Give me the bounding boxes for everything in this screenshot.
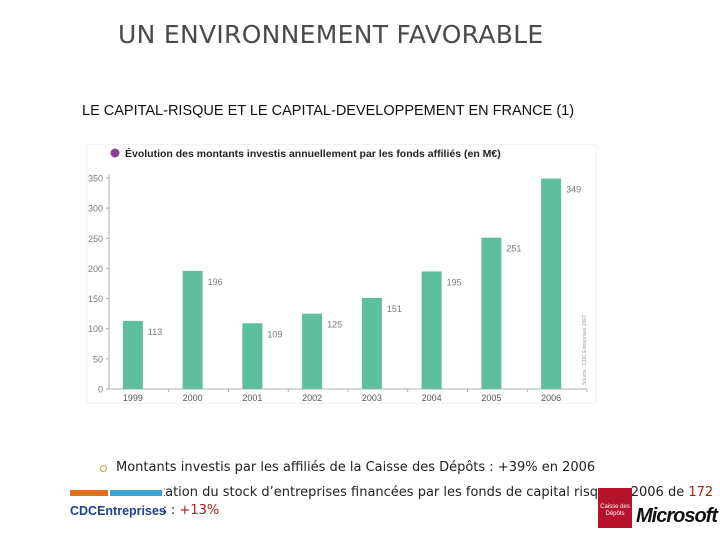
x-tick-label: 2001 xyxy=(242,393,262,403)
data-label: 349 xyxy=(566,185,581,195)
y-tick-label: 350 xyxy=(88,174,103,184)
bullet-growth-value: +13% xyxy=(179,503,220,518)
microsoft-logo: Microsoft xyxy=(636,505,718,527)
logo-stripe-blue xyxy=(110,490,162,496)
slide-title: UN ENVIRONNEMENT FAVORABLE xyxy=(118,20,544,49)
bar xyxy=(242,323,263,389)
x-tick-label: 2005 xyxy=(481,393,501,403)
y-tick-label: 50 xyxy=(93,354,103,364)
x-tick-label: 1999 xyxy=(123,393,143,403)
y-tick-label: 150 xyxy=(88,294,103,304)
bar xyxy=(481,237,502,389)
bullet-stock-suffix: n 2006 de xyxy=(618,485,689,500)
chart-title: Évolution des montants investis annuelle… xyxy=(125,147,501,160)
cdc-logo-text: CDCEntreprises xyxy=(70,504,166,518)
caisse-des-depots-logo: Caisse des Dépôts xyxy=(598,488,632,528)
x-tick-label: 2003 xyxy=(362,393,382,403)
bullet-growth: s : +13% xyxy=(160,503,219,518)
source-note: Source : CDC Entreprises 2007 xyxy=(582,315,588,385)
data-label: 125 xyxy=(327,320,342,330)
slide-subtitle: LE CAPITAL-RISQUE ET LE CAPITAL-DEVELOPP… xyxy=(82,103,575,119)
bullet-stock: tation du stock d’entreprises financées … xyxy=(160,485,713,500)
cdc-entreprises-logo: CDCEntreprises xyxy=(68,486,166,532)
data-label: 151 xyxy=(387,304,402,314)
caisse-logo-text: Caisse des Dépôts xyxy=(600,504,630,517)
logo-stripe-orange xyxy=(70,490,108,496)
chart-title-dot-icon xyxy=(110,148,120,158)
data-label: 113 xyxy=(148,327,162,337)
y-tick-label: 100 xyxy=(88,324,103,334)
bullet-investments: Montants investis par les affiliés de la… xyxy=(116,460,596,475)
data-label: 251 xyxy=(506,244,521,254)
x-tick-label: 2004 xyxy=(422,393,442,403)
y-tick-label: 300 xyxy=(88,204,103,214)
chart-container: Évolution des montants investis annuelle… xyxy=(87,145,595,403)
bar xyxy=(421,271,442,389)
y-tick-label: 0 xyxy=(98,385,103,395)
bar xyxy=(122,320,143,389)
bar-chart: Évolution des montants investis annuelle… xyxy=(88,147,588,403)
data-label: 196 xyxy=(208,277,223,287)
bullet-stock-prefix: tation du stock d’entreprises financées … xyxy=(160,485,619,500)
bar xyxy=(302,313,323,389)
data-label: 195 xyxy=(447,277,462,287)
bar xyxy=(361,297,382,389)
bullet-marker-icon xyxy=(100,465,107,472)
x-tick-label: 2006 xyxy=(541,393,561,403)
bar xyxy=(541,178,562,389)
y-tick-label: 250 xyxy=(88,234,103,244)
x-tick-label: 2000 xyxy=(183,393,203,403)
bullet-stock-value: 172 xyxy=(688,485,714,500)
y-tick-label: 200 xyxy=(88,264,103,274)
bar xyxy=(182,270,203,389)
x-tick-label: 2002 xyxy=(302,393,322,403)
data-label: 109 xyxy=(267,329,282,339)
